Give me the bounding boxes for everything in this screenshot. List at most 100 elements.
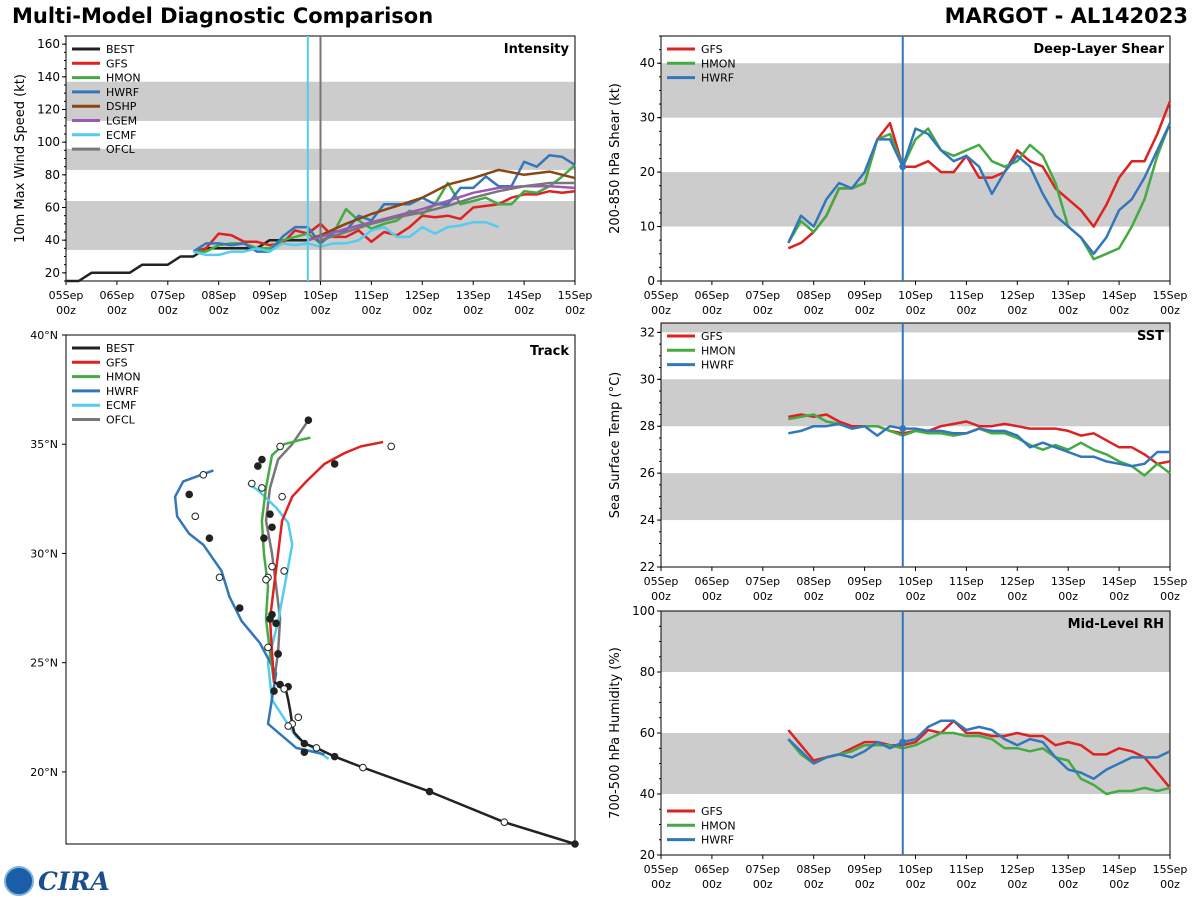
track-position-marker (260, 534, 268, 542)
track-lat-label: 40°N (30, 329, 58, 342)
sst-legend-label: HMON (701, 344, 736, 357)
track-position-marker (258, 484, 266, 492)
shear-xtick-hour: 00z (906, 304, 926, 317)
intensity-ytick-label: 80 (45, 168, 60, 182)
track-position-marker (500, 818, 509, 826)
rh-xtick-hour: 00z (1109, 878, 1129, 891)
rh-xtick-day: 10Sep (898, 863, 933, 876)
track-position-marker (312, 744, 321, 752)
track-position-marker (205, 534, 214, 542)
rh-ytick-label: 100 (632, 604, 655, 618)
track-position-marker (268, 562, 276, 571)
track-position-marker (235, 604, 244, 612)
sst-xtick-day: 08Sep (796, 575, 831, 588)
shear-xtick-hour: 00z (1007, 304, 1027, 317)
track-lat-label: 35°N (30, 438, 58, 451)
track-position-marker (330, 752, 339, 761)
rh-ylabel: 700-500 hPa Humidity (%) (608, 647, 623, 819)
intensity-ytick-label: 60 (45, 201, 60, 215)
sst-ytick-label: 28 (640, 419, 655, 433)
rh-xtick-day: 14Sep (1102, 863, 1137, 876)
track-position-marker (185, 490, 194, 499)
intensity-xtick-day: 12Sep (405, 289, 440, 302)
sst-title: SST (1137, 329, 1164, 344)
track-position-marker (280, 567, 288, 575)
shear-legend-label: HWRF (701, 72, 734, 85)
intensity-xtick-day: 09Sep (252, 289, 287, 302)
intensity-legend-label: BEST (106, 43, 134, 56)
intensity-xtick-day: 11Sep (354, 289, 389, 302)
intensity-xtick-hour: 00z (56, 304, 76, 317)
rh-xtick-day: 13Sep (1051, 863, 1086, 876)
sst-ytick-label: 24 (640, 513, 655, 527)
intensity-series-ecmf (192, 220, 500, 257)
intensity-xtick-hour: 00z (362, 304, 382, 317)
track-series-hwrf (173, 469, 325, 756)
track-position-marker (258, 455, 266, 464)
intensity-legend-label: HMON (106, 72, 141, 85)
rh-current-marker (899, 738, 907, 746)
intensity-legend-label: GFS (106, 57, 128, 70)
track-frame (65, 334, 576, 845)
track-series-hmon (260, 436, 311, 683)
sst-xtick-day: 11Sep (949, 575, 984, 588)
intensity-series-gfs (192, 189, 576, 253)
noaa-logo-icon (4, 866, 34, 896)
rh-xtick-day: 07Sep (745, 863, 780, 876)
intensity-legend-label: DSHP (106, 100, 137, 113)
track-position-marker (254, 462, 262, 470)
shear-xtick-day: 13Sep (1051, 289, 1086, 302)
rh-xtick-hour: 00z (804, 878, 824, 891)
shear-xtick-hour: 00z (702, 304, 722, 317)
logo-text: CIRA (38, 866, 110, 896)
sst-xtick-hour: 00z (1109, 590, 1129, 603)
shear-legend-label: HMON (701, 57, 736, 70)
track-position-marker (571, 840, 579, 848)
sst-xtick-day: 09Sep (847, 575, 882, 588)
track-lat-label: 30°N (30, 547, 58, 560)
track-position-marker (300, 739, 309, 748)
rh-series-gfs (787, 719, 1171, 789)
intensity-title: Intensity (504, 42, 570, 57)
rh-xtick-day: 08Sep (796, 863, 831, 876)
rh-ytick-label: 60 (640, 726, 655, 740)
shear-title: Deep-Layer Shear (1033, 42, 1164, 57)
track-position-marker (268, 610, 276, 619)
rh-xtick-hour: 00z (1160, 878, 1180, 891)
cira-logo: CIRA (4, 866, 110, 896)
track-position-marker (248, 479, 256, 488)
shear-band-1 (661, 63, 1170, 118)
sst-ylabel: Sea Surface Temp (°C) (608, 372, 623, 519)
rh-xtick-day: 11Sep (949, 863, 984, 876)
track-position-marker (330, 460, 339, 468)
rh-title: Mid-Level RH (1068, 617, 1164, 632)
sst-band-0 (661, 473, 1170, 521)
shear-legend-label: GFS (701, 43, 723, 56)
intensity-legend-label: ECMF (106, 129, 136, 142)
sst-xtick-day: 13Sep (1051, 575, 1086, 588)
rh-xtick-hour: 00z (1058, 878, 1078, 891)
shear-band-0 (661, 172, 1170, 227)
shear-xtick-day: 15Sep (1153, 289, 1188, 302)
intensity-xtick-day: 06Sep (100, 289, 135, 302)
shear-xtick-day: 09Sep (847, 289, 882, 302)
track-series-ecmf (247, 482, 330, 760)
rh-series-hmon (787, 731, 1171, 796)
shear-xtick-hour: 00z (855, 304, 875, 317)
shear-xtick-hour: 00z (753, 304, 773, 317)
track-position-marker (304, 416, 313, 424)
intensity-xtick-day: 15Sep (558, 289, 593, 302)
sst-xtick-day: 07Sep (745, 575, 780, 588)
track-lat-label: 25°N (30, 657, 58, 670)
track-position-marker (276, 442, 284, 451)
intensity-ytick-label: 120 (37, 103, 60, 117)
intensity-legend-label: OFCL (106, 143, 136, 156)
intensity-legend-label: LGEM (106, 115, 137, 128)
sst-xtick-hour: 00z (1160, 590, 1180, 603)
rh-xtick-day: 06Sep (695, 863, 730, 876)
sst-xtick-day: 05Sep (644, 575, 679, 588)
track-position-marker (199, 471, 208, 479)
track-position-marker (294, 713, 303, 722)
shear-ytick-label: 10 (640, 220, 655, 234)
storm-title: MARGOT - AL142023 (944, 4, 1188, 28)
